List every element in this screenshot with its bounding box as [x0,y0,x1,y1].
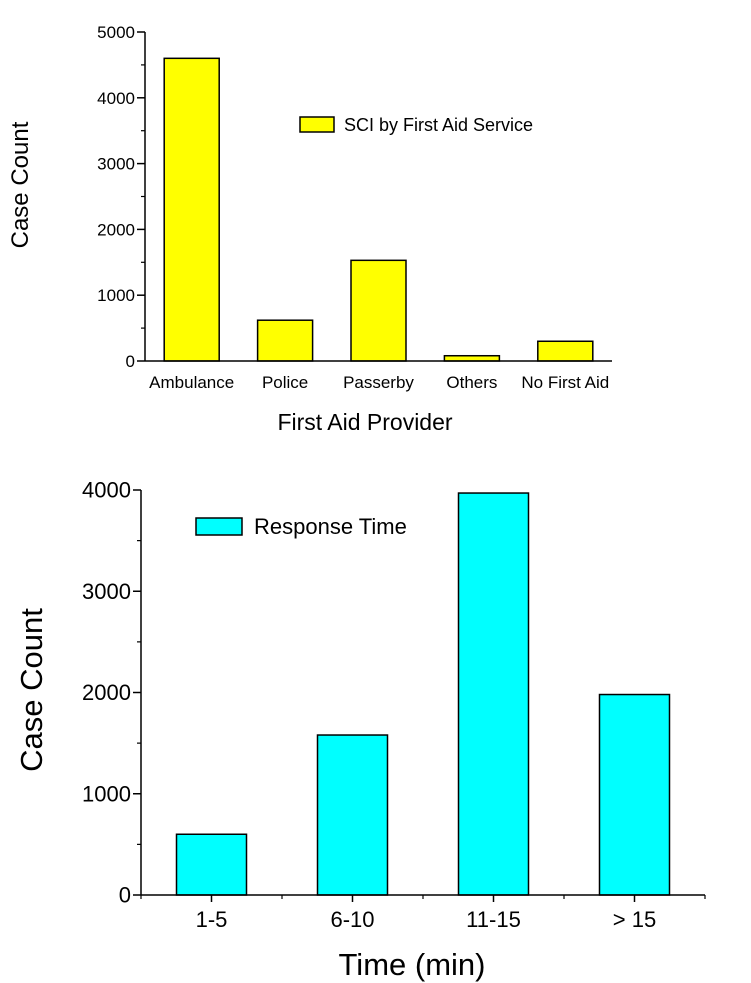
bar-others [443,354,501,362]
bar-passerby [350,259,407,362]
y-tick-label: 0 [119,883,131,908]
bar-6-10 [316,734,389,896]
y-tick-label: 1000 [82,781,131,806]
y-tick-label: 4000 [82,478,131,503]
x-tick-label-group: 1-5 6-10 11-15 > 15 [140,895,706,932]
x-tick-label: > 15 [613,907,656,932]
bar-series [163,57,594,362]
legend-label: Response Time [254,514,407,539]
legend: Response Time [195,514,407,539]
x-tick-label: No First Aid [521,373,609,392]
bar-police [256,319,314,362]
y-tick-label: 2000 [82,680,131,705]
legend-label: SCI by First Aid Service [344,115,533,135]
legend: SCI by First Aid Service [299,115,533,135]
y-tick-label: 1000 [97,286,135,305]
bar-ambulance [163,57,220,362]
x-axis-label: Time (min) [339,947,486,982]
y-tick-group: 0 1000 2000 3000 4000 5000 [97,23,145,371]
y-tick-label: 3000 [82,579,131,604]
x-tick-label: Police [262,373,308,392]
y-tick-label: 4000 [97,89,135,108]
bar-no-first-aid [537,340,594,362]
x-tick-label: Ambulance [149,373,234,392]
bar-series [175,492,671,896]
chart-response-time: 0 1000 2000 3000 4000 1-5 6-10 11-15 > 15 Case … [14,478,706,982]
y-tick-label: 2000 [97,220,135,239]
x-tick-label: 11-15 [466,907,521,932]
bar-15 [598,693,671,896]
y-tick-label: 3000 [97,155,135,174]
bar-11-15 [457,492,530,896]
y-tick-label: 0 [126,352,135,371]
y-axis-label: Case Count [14,608,49,772]
chart-first-aid-provider: 0 1000 2000 3000 4000 5000 Ambulance Police Pas… [7,23,612,435]
y-tick-label: 5000 [97,23,135,42]
x-axis-label: First Aid Provider [277,409,452,435]
x-tick-label: 6-10 [330,907,374,932]
x-tick-label: Passerby [343,373,414,392]
y-axis-label: Case Count [7,121,34,248]
legend-swatch [195,517,243,536]
x-tick-label: 1-5 [196,907,228,932]
x-tick-label-group: Ambulance Police Passerby Others No First Ai… [149,373,609,392]
y-tick-group: 0 1000 2000 3000 4000 [82,478,141,908]
x-tick-label: Others [446,373,497,392]
bar-1-5 [175,833,248,896]
legend-swatch [299,116,335,133]
